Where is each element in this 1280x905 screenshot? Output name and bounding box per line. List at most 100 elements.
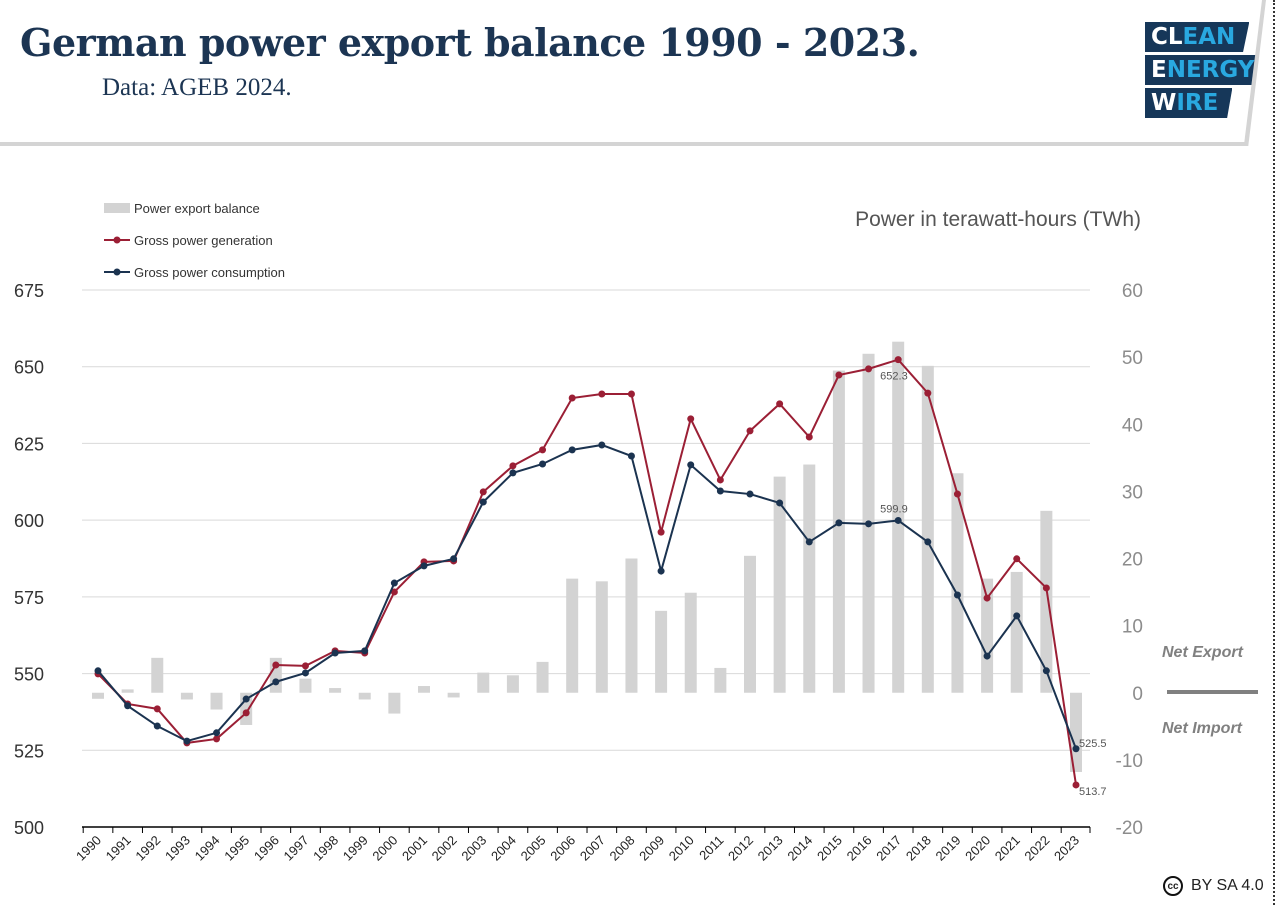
x-tick-label: 2016: [844, 833, 875, 864]
x-tick-label: 2006: [547, 833, 578, 864]
left-tick-label: 675: [14, 281, 44, 301]
point-1994: [213, 729, 221, 737]
bar-1991: [121, 689, 134, 693]
point-2011: [716, 476, 724, 484]
x-tick-label: 2005: [518, 833, 549, 864]
bar-2018: [921, 365, 934, 693]
x-tick-label: 1991: [103, 833, 134, 864]
right-tick-label: 0: [1132, 684, 1143, 705]
x-tick-label: 1994: [192, 833, 223, 864]
point-1996: [272, 678, 280, 686]
left-tick-label: 650: [14, 358, 44, 378]
right-tick-label: 20: [1122, 550, 1143, 571]
x-tick-label: 1997: [281, 833, 312, 864]
point-2015: [835, 371, 843, 379]
net-export-label: Net Export: [1162, 644, 1243, 661]
point-2017: [894, 516, 902, 524]
point-2008: [627, 452, 635, 460]
point-2002: [450, 555, 458, 563]
point-2013: [776, 400, 784, 408]
point-2013: [776, 499, 784, 507]
page-title: German power export balance 1990 - 2023.: [20, 20, 920, 65]
x-tick-label: 2021: [992, 833, 1023, 864]
x-tick-label: 2020: [962, 833, 993, 864]
bar-2009: [655, 610, 668, 693]
bar-2010: [684, 592, 697, 693]
clean-energy-wire-logo: CLEAN ENERGY WIRE: [1145, 22, 1262, 121]
right-tick-label: 40: [1122, 415, 1143, 436]
point-2004: [509, 469, 517, 477]
x-tick-label: 2002: [429, 833, 460, 864]
point-2016: [865, 365, 873, 373]
x-tick-label: 2008: [607, 833, 638, 864]
x-tick-label: 2023: [1051, 833, 1082, 864]
x-tick-label: 2018: [903, 833, 934, 864]
point-2004: [509, 462, 517, 470]
bar-2023: [1070, 692, 1082, 772]
x-tick-label: 2011: [696, 833, 726, 863]
x-tick-label: 2001: [399, 833, 430, 864]
point-2003: [479, 488, 487, 496]
bar-2020: [981, 578, 994, 693]
bar-2005: [536, 661, 549, 693]
x-tick-label: 2007: [577, 833, 608, 864]
right-tick-label: -10: [1116, 751, 1143, 772]
x-tick-label: 2009: [636, 833, 667, 864]
point-2005: [539, 460, 547, 468]
right-tick-label: 50: [1122, 348, 1143, 369]
point-1991: [124, 702, 132, 710]
point-2020: [983, 652, 991, 660]
point-2000: [390, 588, 398, 596]
point-1995: [242, 695, 250, 703]
point-2023: [1072, 745, 1080, 753]
x-tick-label: 1996: [251, 833, 282, 864]
point-1995: [242, 709, 250, 717]
x-tick-label: 2012: [725, 833, 756, 864]
bar-1993: [180, 692, 193, 700]
point-2006: [568, 394, 576, 402]
left-tick-label: 525: [14, 741, 44, 761]
point-2015: [835, 519, 843, 527]
bar-1992: [151, 657, 164, 693]
data-label: 513.7: [1079, 786, 1107, 798]
header: German power export balance 1990 - 2023.…: [0, 0, 1262, 142]
point-2010: [687, 461, 695, 469]
x-tick-label: 1999: [340, 833, 371, 864]
left-tick-label: 575: [14, 588, 44, 608]
bar-2000: [388, 692, 401, 714]
legend-swatch-bar: [104, 203, 130, 213]
point-2014: [805, 538, 813, 546]
point-2007: [598, 390, 606, 398]
point-2023: [1072, 781, 1080, 789]
license-text: BY SA 4.0: [1191, 877, 1264, 894]
x-tick-label: 2015: [814, 833, 845, 864]
bar-2004: [506, 675, 519, 693]
point-1996: [272, 661, 280, 669]
bar-1998: [329, 688, 342, 693]
left-tick-label: 600: [14, 511, 44, 531]
dotted-border: [1273, 0, 1275, 905]
data-label: 599.9: [880, 503, 908, 515]
bar-2002: [447, 692, 460, 698]
page-subtitle: Data: AGEB 2024.: [102, 74, 292, 101]
point-2005: [539, 446, 547, 454]
bar-1997: [299, 678, 312, 693]
x-tick-label: 2010: [666, 833, 697, 864]
bar-2014: [803, 464, 816, 693]
legend-swatch-marker: [113, 236, 121, 244]
bar-2015: [832, 370, 845, 693]
x-tick-label: 1998: [310, 833, 341, 864]
point-1992: [153, 722, 161, 730]
point-2011: [716, 487, 724, 495]
point-2006: [568, 446, 576, 454]
bar-1994: [210, 692, 223, 710]
left-tick-label: 550: [14, 665, 44, 685]
point-2022: [1042, 667, 1050, 675]
x-tick-label: 1995: [221, 833, 252, 864]
creative-commons-icon: cc: [1163, 876, 1183, 896]
bar-2011: [714, 667, 727, 693]
point-2001: [420, 562, 428, 570]
x-tick-label: 2013: [755, 833, 786, 864]
right-tick-label: 30: [1122, 482, 1143, 503]
